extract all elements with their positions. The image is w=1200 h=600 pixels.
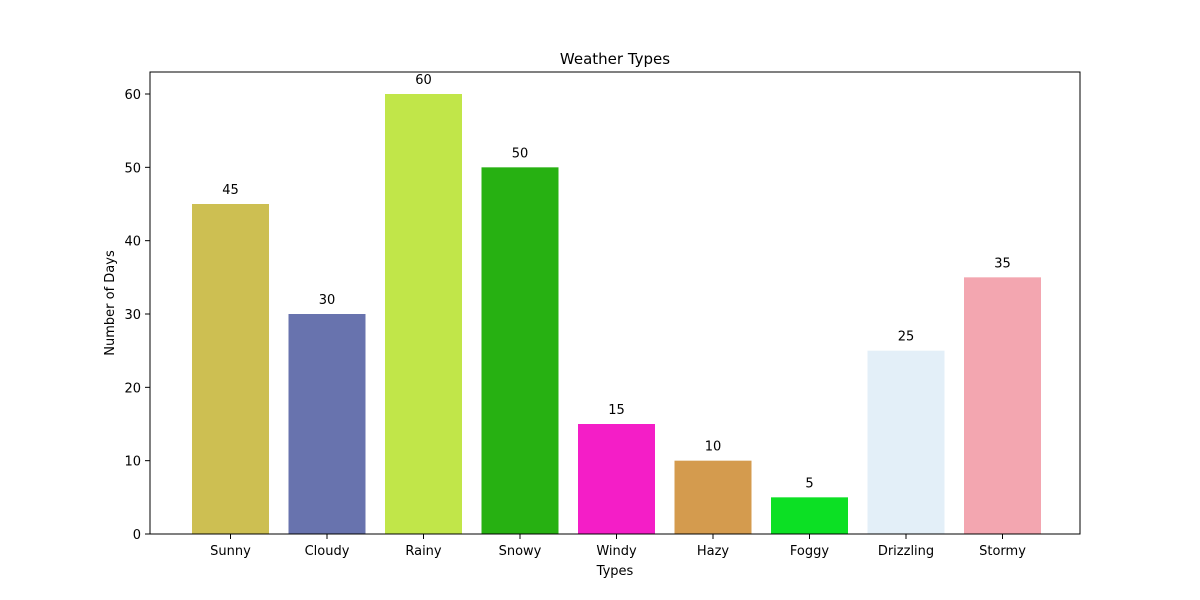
data-label-sunny: 45 [222,183,239,198]
x-axis-ticks: Sunny Cloudy Rainy Snowy Windy Hazy Foggy Drizz… [210,534,1026,559]
x-tick-label-drizzling: Drizzling [878,544,934,559]
data-label-rainy: 60 [415,73,432,88]
bar-drizzling [867,350,945,534]
x-tick-label-cloudy: Cloudy [305,544,350,559]
bar-rainy [385,94,462,534]
x-axis-title: Types [596,564,634,579]
y-axis-title: Number of Days [103,250,118,356]
y-tick-label: 10 [124,455,141,470]
x-tick-label-foggy: Foggy [790,544,829,559]
x-tick-label-rainy: Rainy [405,544,442,559]
bar-foggy [771,497,848,534]
data-label-snowy: 50 [512,146,529,161]
chart-title: Weather Types [560,50,670,68]
y-tick-label: 50 [124,161,141,176]
y-tick-label: 20 [124,381,141,396]
bar-cloudy [288,314,366,534]
bar-hazy [674,460,752,534]
bar-windy [578,424,655,534]
x-tick-label-hazy: Hazy [697,544,730,559]
data-label-windy: 15 [608,403,625,418]
x-tick-label-windy: Windy [596,544,637,559]
y-axis-ticks: 0 10 20 30 40 50 60 [124,88,150,543]
x-tick-label-snowy: Snowy [499,544,542,559]
bar-snowy [481,167,559,535]
bar-stormy [964,277,1041,534]
data-labels-group: 45 30 60 50 15 10 5 25 35 [222,73,1011,491]
plot-frame [149,71,1081,535]
y-tick-label: 30 [124,308,141,323]
bar-sunny [192,204,269,534]
data-label-drizzling: 25 [898,330,915,345]
y-tick-label: 40 [124,235,141,250]
y-tick-label: 60 [124,88,141,103]
x-tick-label-sunny: Sunny [210,544,251,559]
y-tick-label: 0 [133,528,141,543]
data-label-hazy: 10 [705,440,722,455]
x-tick-label-stormy: Stormy [979,544,1026,559]
data-label-cloudy: 30 [319,293,336,308]
data-label-stormy: 35 [994,256,1011,271]
bars-group [192,94,1041,535]
data-label-foggy: 5 [805,476,813,491]
